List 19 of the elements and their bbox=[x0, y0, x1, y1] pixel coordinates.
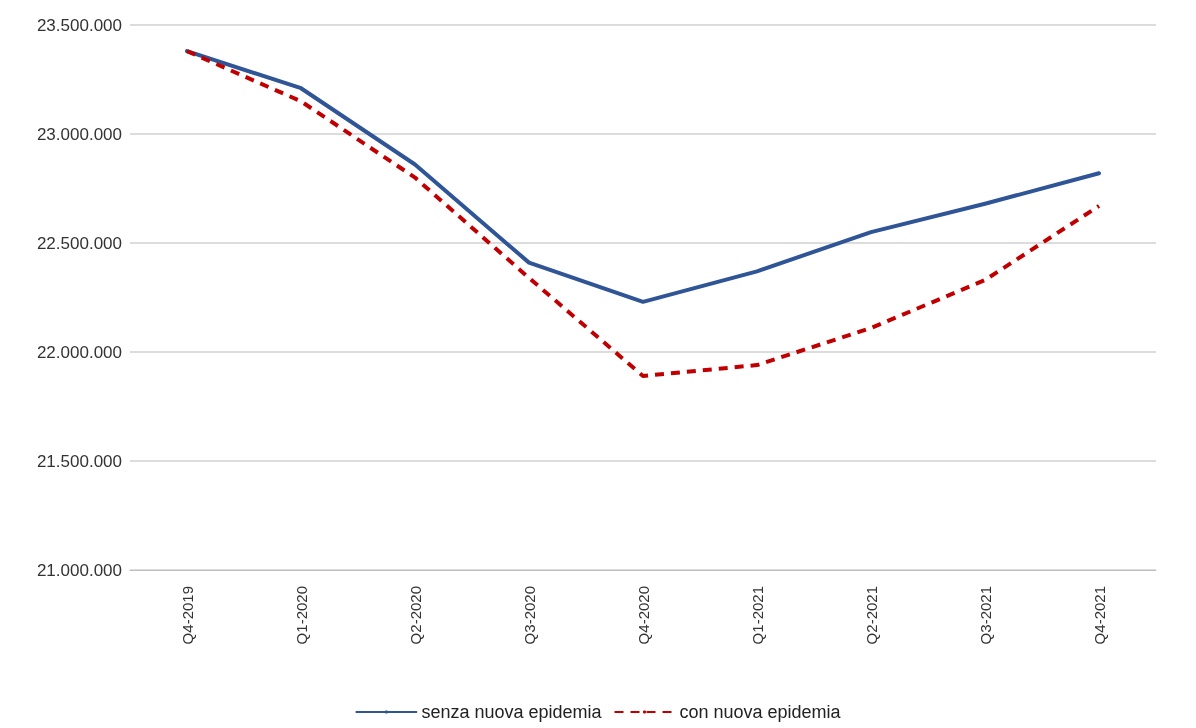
x-tick-label: Q2-2020 bbox=[406, 586, 424, 645]
x-tick-label: Q3-2020 bbox=[520, 586, 538, 645]
y-tick-label: 23.000.000 bbox=[36, 124, 122, 144]
y-tick-label: 22.500.000 bbox=[36, 233, 122, 253]
y-tick-label: 23.500.000 bbox=[36, 15, 122, 35]
x-tick-label: Q2-2021 bbox=[862, 586, 880, 645]
x-tick-label: Q4-2021 bbox=[1090, 586, 1108, 645]
y-tick-label: 22.000.000 bbox=[36, 342, 122, 362]
legend-label: con nuova epidemia bbox=[679, 702, 842, 722]
x-tick-label: Q1-2020 bbox=[292, 586, 310, 645]
x-tick-label: Q4-2019 bbox=[178, 586, 196, 645]
x-tick-label: Q4-2020 bbox=[634, 586, 652, 645]
x-tick-label: Q3-2021 bbox=[976, 586, 994, 645]
legend-label: senza nuova epidemia bbox=[421, 702, 603, 722]
y-tick-label: 21.500.000 bbox=[36, 451, 122, 471]
x-tick-label: Q1-2021 bbox=[748, 586, 766, 645]
y-tick-label: 21.000.000 bbox=[36, 560, 122, 580]
line-series bbox=[185, 49, 1101, 378]
line-series bbox=[185, 49, 1101, 304]
